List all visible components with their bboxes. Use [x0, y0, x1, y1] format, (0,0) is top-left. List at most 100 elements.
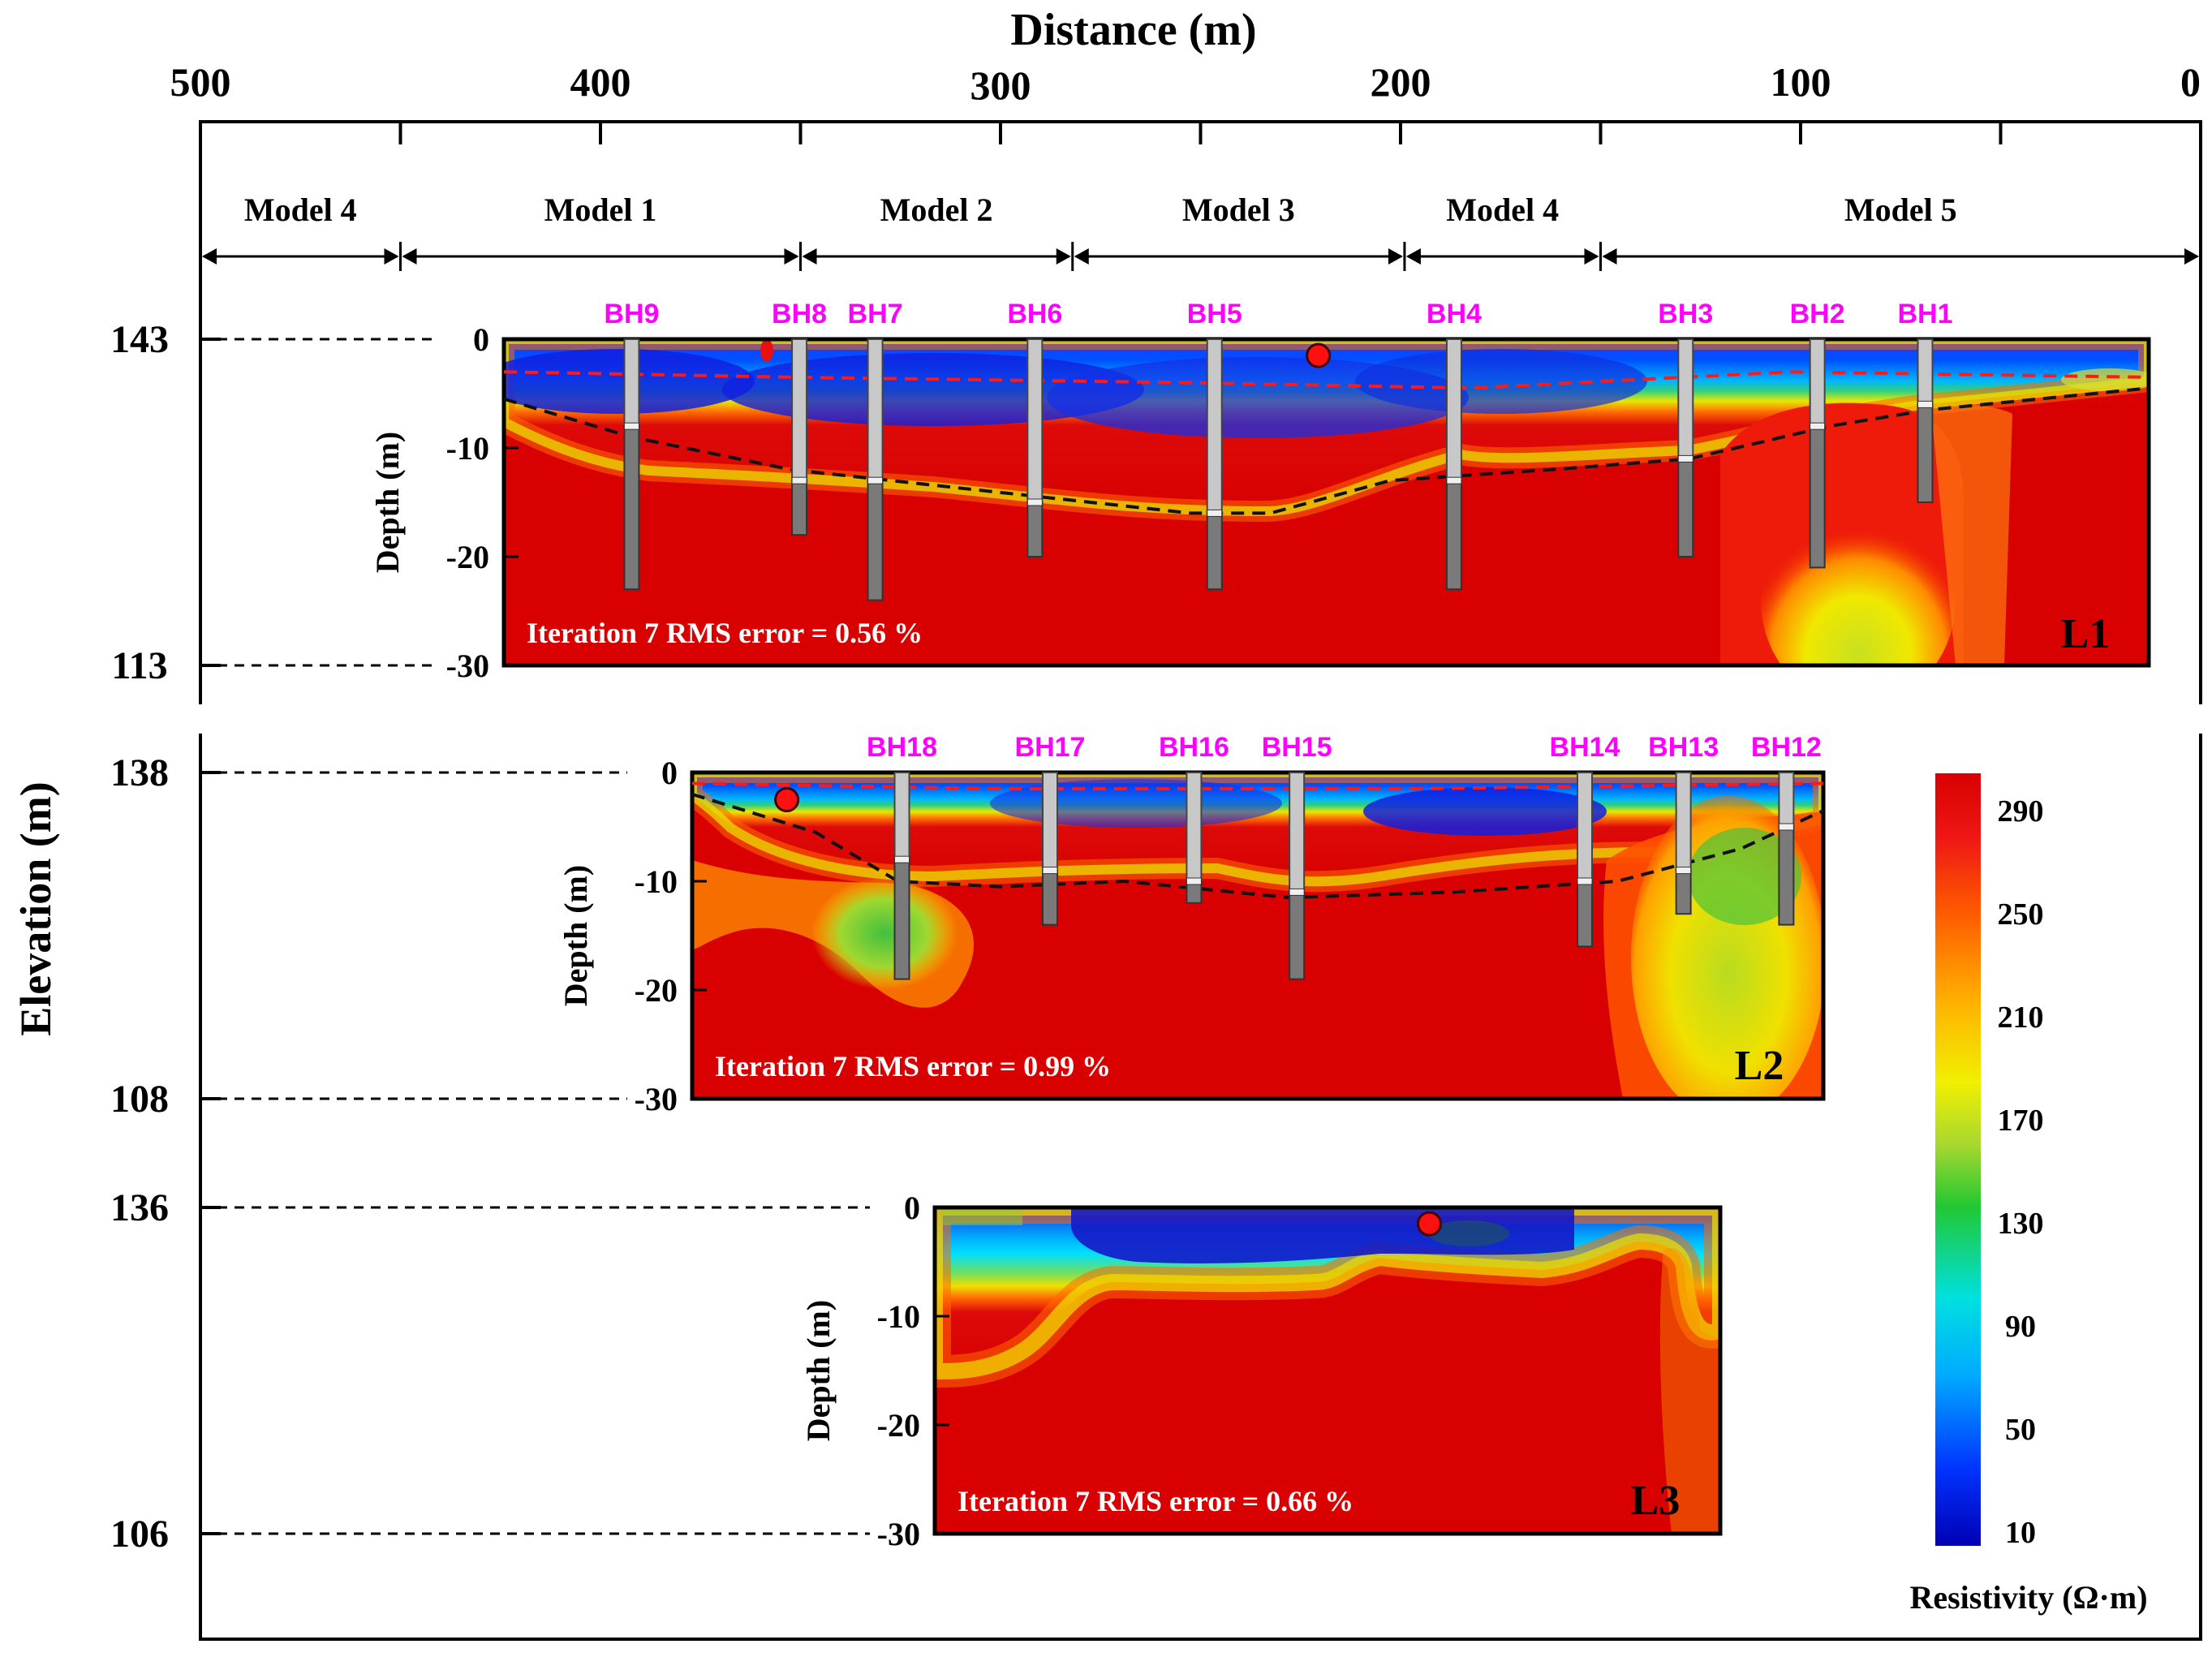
depth-tick-label: 0 [661, 755, 678, 791]
borehole-label: BH3 [1658, 299, 1713, 329]
borehole-lower [1917, 403, 1934, 503]
borehole-label: BH13 [1648, 732, 1719, 763]
borehole-marker [1810, 422, 1826, 430]
borehole-upper [1206, 338, 1223, 514]
borehole-lower [1026, 501, 1044, 557]
borehole-upper [867, 338, 884, 482]
borehole-marker [791, 476, 807, 484]
depth-tick-label: -30 [635, 1081, 678, 1117]
model-label: Model 5 [1844, 192, 1957, 228]
elevation-tick-label: 108 [110, 1078, 169, 1121]
depth-tick-label: -20 [446, 539, 489, 575]
borehole-marker [1676, 867, 1692, 875]
borehole-marker [894, 855, 910, 863]
elevation-tick-label: 136 [110, 1186, 169, 1229]
borehole-lower [1042, 869, 1059, 926]
colorbar-tick-label: 10 [2005, 1516, 2036, 1550]
borehole-marker [1186, 877, 1202, 885]
colorbar: 290 250 210 170 130 90 50 10 Resistivity (Ω·m) [1909, 773, 2148, 1616]
profile-L1-frame [501, 337, 2151, 668]
profile-L3: Depth (m) 0 -10 -20 -30 Iteration 7 RMS error… [800, 1190, 1723, 1552]
borehole-marker [1577, 877, 1593, 885]
bedrock-line [503, 386, 2150, 515]
rms-error-text: Iteration 7 RMS error = 0.66 % [958, 1485, 1353, 1517]
bedrock-line [691, 792, 1824, 900]
arrow-head [1056, 248, 1071, 265]
colorbar-gradient [1935, 773, 1981, 1546]
profile-name: L2 [1735, 1043, 1784, 1089]
borehole-upper [893, 772, 910, 861]
x-tick-label: 0 [2180, 59, 2201, 105]
borehole-marker [1289, 888, 1305, 896]
borehole-upper [1576, 772, 1593, 882]
arrow-head [384, 248, 399, 265]
x-axis: 500 400 300 200 100 0 [170, 59, 2202, 144]
borehole-lower [867, 480, 884, 601]
borehole-lower [1445, 480, 1462, 591]
arrow-head [1388, 248, 1403, 265]
rms-error-text: Iteration 7 RMS error = 0.99 % [715, 1050, 1111, 1082]
x-tick-label: 300 [970, 62, 1031, 108]
x-tick-label: 400 [570, 59, 631, 105]
borehole-marker [1778, 823, 1794, 831]
borehole-lower [1206, 512, 1223, 591]
borehole-lower [623, 425, 640, 591]
borehole-label: BH18 [867, 732, 937, 763]
borehole-marker [1917, 400, 1933, 408]
depth-tick-label: -10 [635, 863, 678, 900]
arrow-head [784, 248, 799, 265]
position-marker [1306, 342, 1332, 368]
colorbar-tick-label: 90 [2005, 1310, 2036, 1344]
model-label: Model 4 [244, 192, 357, 228]
depth-tick-label: -20 [877, 1407, 920, 1444]
borehole-label: BH2 [1790, 299, 1845, 329]
arrow-head [402, 248, 417, 265]
depth-tick-label: 0 [473, 321, 489, 358]
depth-tick-label: -10 [877, 1298, 920, 1335]
y-axis-title: Elevation (m) [11, 781, 60, 1035]
elevation-tick-label: 138 [110, 751, 169, 794]
profile-L1: Depth (m) 0 -10 -20 -30 BH9 BH8 BH7 BH6 BH5 BH4 BH3… [369, 299, 2151, 684]
borehole-upper [1445, 338, 1462, 482]
rms-error-text: Iteration 7 RMS error = 0.56 % [527, 617, 923, 649]
borehole-label: BH14 [1550, 732, 1620, 763]
arrow-head [1074, 248, 1089, 265]
elevation-tick-label: 106 [110, 1513, 169, 1556]
borehole-upper [1677, 338, 1694, 460]
borehole-label: BH15 [1262, 732, 1332, 763]
borehole-upper [791, 338, 808, 482]
colorbar-tick-label: 130 [1998, 1207, 2044, 1241]
colorbar-label: Resistivity (Ω·m) [1909, 1579, 2147, 1616]
borehole-lower [791, 480, 808, 536]
arrow-head [1584, 248, 1599, 265]
borehole-label: BH8 [772, 299, 827, 329]
position-marker [1416, 1211, 1442, 1237]
depth-axis-title: Depth (m) [369, 432, 406, 573]
profile-L3-frame [932, 1205, 1723, 1536]
borehole-label: BH5 [1187, 299, 1242, 329]
borehole-lower [1677, 458, 1694, 558]
borehole-marker [1677, 454, 1693, 463]
borehole-upper [1809, 338, 1826, 428]
elevation-tick-label: 113 [111, 644, 167, 687]
borehole-upper [1026, 338, 1044, 503]
x-axis-title: Distance (m) [1010, 5, 1256, 55]
borehole-upper [1917, 338, 1934, 406]
model-label: Model 1 [544, 192, 657, 228]
colorbar-tick-label: 50 [2005, 1413, 2036, 1447]
model-label: Model 4 [1446, 192, 1559, 228]
borehole-lower [893, 859, 910, 980]
borehole-label: BH1 [1897, 299, 1952, 329]
colorbar-tick-label: 210 [1998, 1001, 2044, 1035]
arrow-head [1405, 248, 1421, 265]
borehole-upper [1675, 772, 1692, 872]
depth-tick-label: 0 [904, 1190, 920, 1226]
borehole-marker [623, 422, 639, 430]
depth-axis-title: Depth (m) [557, 865, 594, 1006]
colorbar-tick-label: 250 [1998, 897, 2044, 932]
water-table-line [503, 370, 2150, 390]
depth-axis-title: Depth (m) [800, 1300, 837, 1441]
position-marker [774, 787, 800, 812]
borehole-label: BH6 [1007, 299, 1062, 329]
